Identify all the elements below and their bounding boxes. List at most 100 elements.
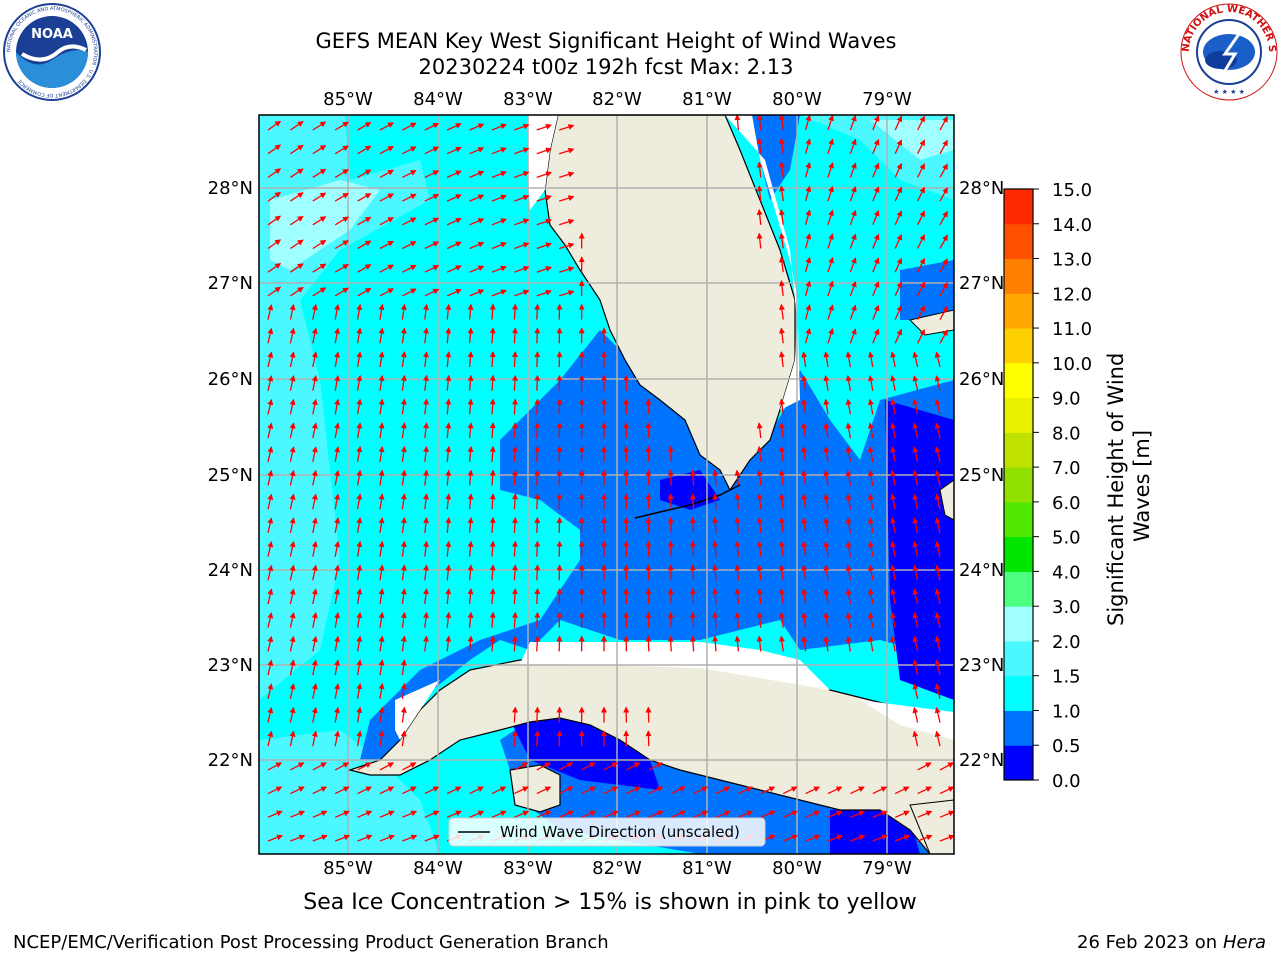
wind-arrow <box>311 303 318 320</box>
wind-arrow <box>845 374 852 391</box>
wind-arrow <box>491 147 507 155</box>
wind-arrow <box>469 218 485 226</box>
wind-arrow <box>267 762 283 771</box>
wind-arrow <box>378 611 385 628</box>
wind-arrow <box>801 540 808 557</box>
wind-arrow <box>489 351 496 368</box>
legend-label: Wind Wave Direction (unscaled) <box>500 823 740 841</box>
wind-arrow <box>912 706 919 723</box>
wind-arrow <box>356 374 363 391</box>
footer-date: 26 Feb 2023 on Hera <box>1077 932 1266 953</box>
wind-arrow <box>334 145 349 155</box>
wind-arrow <box>778 493 785 510</box>
lat-label-right: 25°N <box>959 465 1004 486</box>
wind-arrow <box>311 730 318 747</box>
wind-arrow <box>424 170 440 178</box>
wind-arrow <box>823 446 830 462</box>
wind-arrow <box>645 706 652 723</box>
wind-arrow <box>489 635 496 652</box>
wind-arrow <box>290 215 304 226</box>
wind-arrow <box>446 146 462 155</box>
wind-arrow <box>912 588 919 605</box>
wind-arrow <box>778 115 785 131</box>
wind-arrow <box>514 171 530 179</box>
wind-arrow <box>334 762 350 771</box>
wind-arrow <box>890 469 897 486</box>
wind-arrow <box>469 241 485 250</box>
wind-arrow <box>715 786 731 795</box>
wind-arrow <box>356 659 363 676</box>
wind-arrow <box>489 493 496 510</box>
wind-arrow <box>400 635 407 652</box>
wind-arrow <box>290 810 306 818</box>
wind-arrow <box>489 516 496 533</box>
wind-arrow <box>290 121 304 131</box>
wind-arrow <box>645 730 652 747</box>
wind-arrow <box>823 564 830 581</box>
wind-arrow <box>423 445 429 462</box>
wind-arrow <box>467 564 474 581</box>
wind-arrow <box>849 257 857 273</box>
wind-arrow <box>693 786 709 795</box>
wind-arrow <box>379 217 395 226</box>
wind-arrow <box>689 564 696 581</box>
wind-arrow <box>827 810 843 818</box>
colorbar-tick-label: 1.5 <box>1052 667 1081 688</box>
colorbar-tick-label: 10.0 <box>1052 354 1092 375</box>
wind-arrow <box>645 422 652 439</box>
wind-arrow <box>402 288 417 297</box>
wind-arrow <box>400 730 407 747</box>
wind-arrow <box>645 588 652 605</box>
wind-arrow <box>378 706 385 723</box>
wind-arrow <box>917 834 933 842</box>
wind-arrow <box>534 635 541 652</box>
wind-arrow <box>378 374 385 391</box>
wind-arrow <box>379 146 395 155</box>
nws-logo-icon: NATIONAL WEATHER SERVICE ★ ★ ★ ★ <box>1178 2 1278 101</box>
wind-arrow <box>378 351 385 368</box>
wind-arrow <box>514 762 529 771</box>
wind-arrow <box>379 810 395 818</box>
wind-arrow <box>400 422 407 439</box>
wind-arrow <box>845 469 852 486</box>
wind-arrow <box>845 611 852 628</box>
wind-arrow <box>867 351 874 368</box>
lon-label-top: 83°W <box>503 89 553 110</box>
wind-arrow <box>559 242 575 250</box>
wind-arrow <box>917 281 925 297</box>
colorbar <box>1003 188 1034 781</box>
wind-arrow <box>645 516 652 533</box>
wind-arrow <box>734 564 741 581</box>
wind-arrow <box>445 540 452 557</box>
wind-arrow <box>311 659 318 676</box>
wind-arrow <box>756 517 763 533</box>
wind-arrow <box>738 810 754 818</box>
wind-arrow <box>689 469 696 486</box>
wind-arrow <box>267 351 274 368</box>
wind-arrow <box>467 469 474 486</box>
wind-arrow <box>469 289 485 297</box>
wind-arrow <box>334 303 341 320</box>
wind-arrow <box>311 540 318 557</box>
wave-field-0.5-1-east-fl <box>750 115 800 200</box>
wind-arrow <box>778 327 785 344</box>
wind-arrow <box>469 810 485 818</box>
colorbar-tick-label: 12.0 <box>1052 284 1092 305</box>
colorbar-tick-label: 15.0 <box>1052 180 1092 201</box>
wind-arrow <box>489 588 496 605</box>
wind-arrow <box>289 517 296 534</box>
wind-arrow <box>290 287 304 297</box>
wind-arrow <box>872 328 880 344</box>
wind-arrow <box>267 398 274 415</box>
wind-arrow <box>712 588 719 605</box>
wind-arrow <box>890 588 897 605</box>
wind-arrow <box>917 786 933 795</box>
wind-arrow <box>512 351 518 368</box>
wind-arrow <box>804 209 812 225</box>
wind-arrow <box>445 611 452 628</box>
wind-arrow <box>400 540 407 557</box>
wind-arrow <box>534 374 541 391</box>
wind-arrow <box>536 786 552 795</box>
wind-arrow <box>290 239 304 250</box>
sea-ice-note: Sea Ice Concentration > 15% is shown in … <box>303 890 917 915</box>
